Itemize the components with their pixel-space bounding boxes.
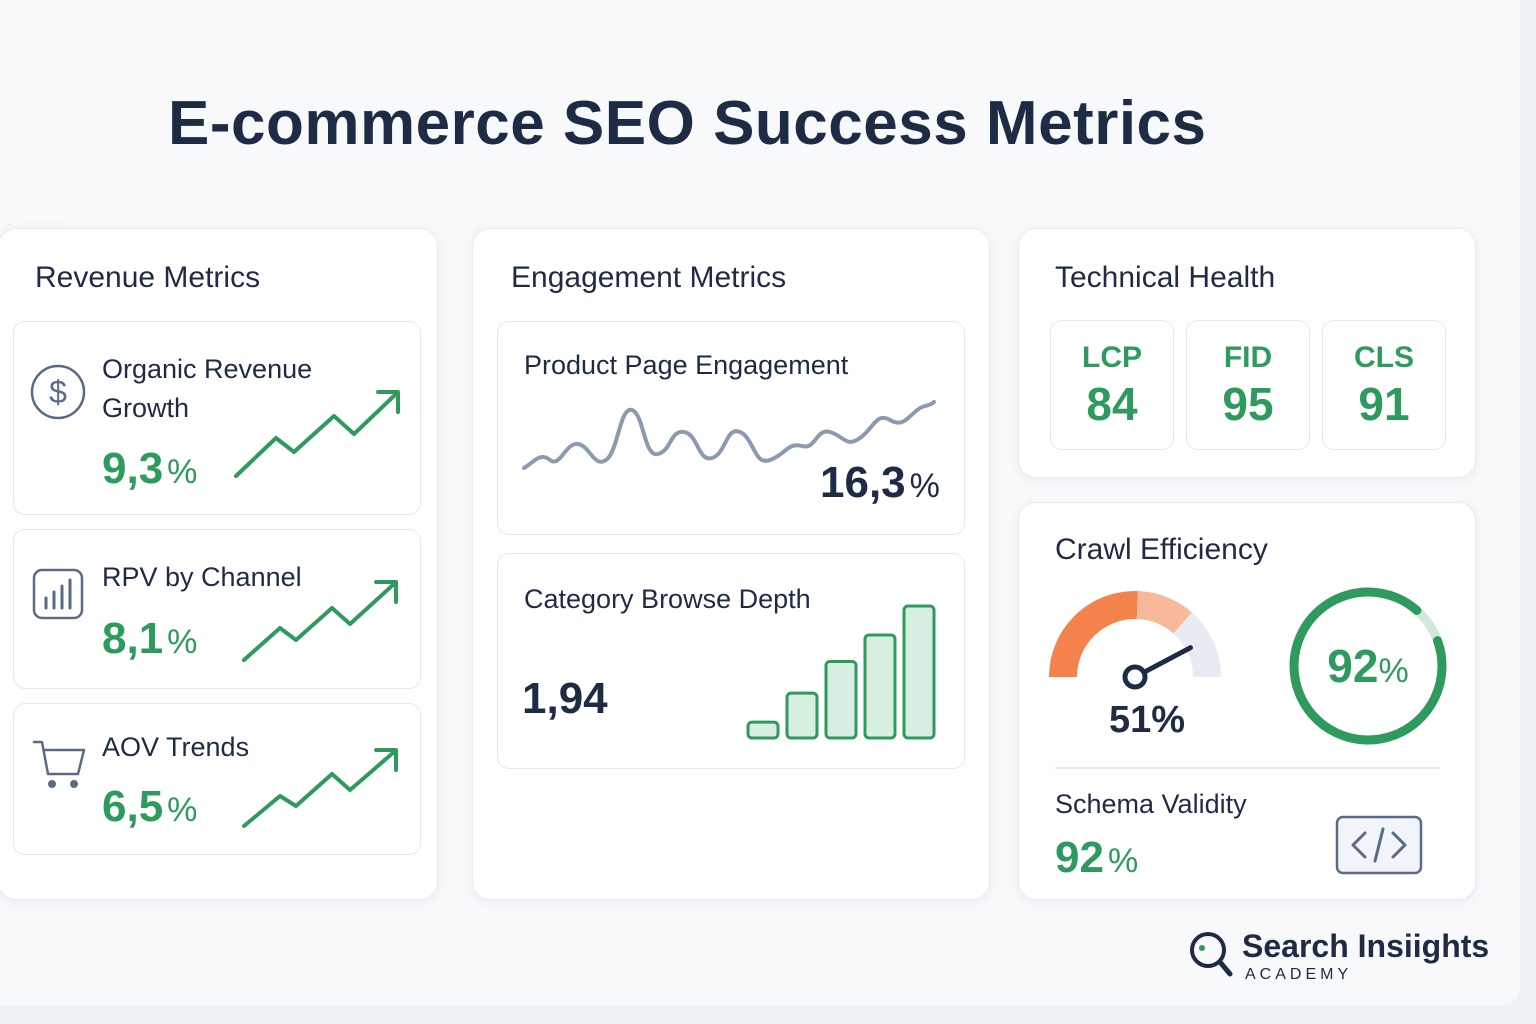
ring-progress — [1289, 587, 1447, 745]
depth-bar — [785, 691, 819, 740]
cls-value: 91 — [1358, 378, 1410, 430]
search-icon — [1188, 930, 1234, 985]
aov-label: AOV Trends — [102, 732, 250, 762]
product-engagement-card[interactable]: Product Page Engagement 16,3% — [497, 321, 965, 535]
fid-value: 95 — [1222, 378, 1274, 430]
sparkline-icon — [522, 400, 936, 470]
gauge-arc-mid — [1136, 591, 1192, 634]
lcp-label: LCP — [1082, 341, 1142, 374]
fid-label: FID — [1223, 341, 1273, 374]
depth-bar — [824, 659, 858, 740]
depth-bar — [746, 720, 780, 740]
aov-value: 6,5% — [102, 782, 198, 831]
bar-chart-icon — [32, 568, 84, 625]
organic-revenue-label: Organic Revenue Growth — [102, 354, 313, 423]
crawl-divider — [1055, 767, 1439, 769]
code-icon[interactable] — [1335, 815, 1423, 880]
gauge-arc-fill — [1049, 591, 1138, 678]
revenue-panel-title: Revenue Metrics — [35, 261, 261, 294]
dashboard-canvas: E-commerce SEO Success Metrics Revenue M… — [0, 89, 1490, 985]
product-engagement-value: 16,3% — [820, 458, 940, 507]
technical-panel-title: Technical Health — [1055, 261, 1276, 294]
engagement-panel-title: Engagement Metrics — [511, 261, 787, 294]
ring-value: 92% — [1327, 640, 1409, 692]
crawl-gauge — [1049, 591, 1221, 690]
crawl-ring — [1289, 587, 1447, 745]
fid-card[interactable]: FID 95 — [1186, 320, 1310, 450]
depth-bar — [902, 604, 936, 740]
schema-value: 92% — [1055, 833, 1139, 882]
gauge-hub — [1122, 664, 1148, 690]
depth-bar-chart — [746, 604, 936, 740]
page-title: E-commerce SEO Success Metrics — [168, 89, 1207, 158]
rpv-card[interactable]: RPV by Channel 8,1% — [13, 529, 421, 689]
cls-card[interactable]: CLS 91 — [1322, 320, 1446, 450]
svg-text:$: $ — [49, 374, 67, 410]
category-depth-label: Category Browse Depth — [524, 584, 811, 614]
lcp-card[interactable]: LCP 84 — [1050, 320, 1174, 450]
trend-line-icon — [234, 390, 400, 478]
lcp-value: 84 — [1086, 378, 1138, 430]
schema-label: Schema Validity — [1055, 789, 1247, 819]
brand-name: Search Insiights — [1242, 928, 1490, 964]
trend-line-icon — [242, 580, 398, 662]
gauge-arc-track — [1172, 612, 1221, 678]
revenue-panel: Revenue Metrics $ Organic Revenue Growth… — [0, 228, 438, 900]
brand-subtitle: ACADEMY — [1245, 966, 1353, 983]
aov-card[interactable]: AOV Trends 6,5% — [13, 703, 421, 855]
depth-bar — [863, 633, 897, 740]
organic-revenue-value: 9,3% — [102, 444, 198, 493]
category-depth-value: 1,94 — [522, 674, 608, 723]
trend-line-icon — [242, 748, 398, 828]
rpv-label: RPV by Channel — [102, 562, 302, 592]
shopping-cart-icon — [30, 736, 88, 799]
dollar-icon: $ — [30, 364, 86, 425]
cls-label: CLS — [1354, 341, 1414, 374]
engagement-panel: Engagement Metrics Product Page Engageme… — [472, 228, 990, 900]
category-depth-card[interactable]: Category Browse Depth 1,94 — [497, 553, 965, 769]
crawl-panel: Crawl Efficiency 51% 92% Schema Validity… — [1018, 502, 1476, 900]
rpv-value: 8,1% — [102, 614, 198, 663]
product-engagement-label: Product Page Engagement — [524, 350, 849, 380]
gauge-value: 51% — [1109, 699, 1186, 741]
crawl-panel-title: Crawl Efficiency — [1055, 533, 1268, 566]
organic-revenue-card[interactable]: $ Organic Revenue Growth 9,3% — [13, 321, 421, 515]
